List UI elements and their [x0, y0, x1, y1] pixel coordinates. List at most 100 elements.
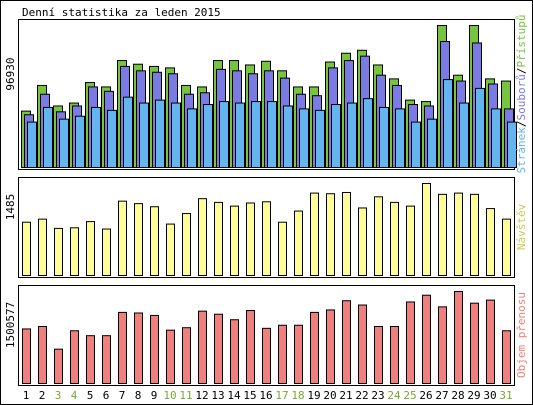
bar-str-nek-day-26	[427, 118, 437, 168]
bar-n-v-t-v-day-10	[166, 223, 175, 277]
bar-n-v-t-v-day-4	[70, 227, 79, 276]
x-tick-label: 18	[291, 389, 304, 402]
bar-n-v-t-v-day-26	[422, 183, 431, 276]
x-tick-label: 17	[275, 389, 288, 402]
legend-entry: Stránek	[515, 127, 528, 174]
x-tick-label: 1	[23, 389, 30, 402]
bar-n-v-t-v-day-12	[198, 198, 207, 276]
bar-n-v-t-v-day-13	[214, 201, 223, 277]
bar-objem-p-enosu-day-26	[422, 294, 431, 384]
bar-objem-p-enosu-day-28	[454, 291, 463, 384]
bar-objem-p-enosu-day-14	[230, 319, 239, 384]
bar-n-v-t-v-day-27	[438, 193, 447, 276]
bar-objem-p-enosu-day-31	[502, 330, 511, 385]
bar-str-nek-day-22	[363, 98, 373, 168]
x-tick-label: 5	[87, 389, 94, 402]
x-tick-label: 25	[403, 389, 416, 402]
legend-text: Návštěv	[515, 203, 528, 250]
bar-str-nek-day-12	[203, 104, 213, 168]
x-tick-label: 23	[371, 389, 384, 402]
bar-objem-p-enosu-day-6	[102, 335, 111, 385]
x-tick-label: 22	[355, 389, 368, 402]
bar-str-nek-day-11	[187, 108, 197, 168]
x-tick-label: 14	[227, 389, 241, 402]
x-tick-label: 29	[467, 389, 480, 402]
x-tick-label: 16	[259, 389, 272, 402]
bar-objem-p-enosu-day-17	[278, 324, 287, 384]
bar-objem-p-enosu-day-1	[22, 328, 31, 385]
bar-str-nek-day-23	[379, 106, 389, 168]
bar-str-nek-day-5	[91, 106, 101, 168]
bar-objem-p-enosu-day-12	[198, 310, 207, 385]
bar-objem-p-enosu-day-30	[486, 299, 495, 384]
legend-text: Objem přenosu	[515, 292, 528, 378]
x-tick-label: 24	[387, 389, 401, 402]
bar-objem-p-enosu-day-21	[342, 300, 351, 385]
bar-str-nek-day-19	[315, 109, 325, 168]
bar-n-v-t-v-day-29	[470, 193, 479, 276]
bar-str-nek-day-17	[283, 105, 293, 168]
y-max-label: 1485	[4, 194, 17, 221]
bar-objem-p-enosu-day-20	[326, 309, 335, 385]
bar-str-nek-day-31	[507, 121, 517, 168]
bar-n-v-t-v-day-18	[294, 210, 303, 277]
bar-str-nek-day-13	[219, 101, 229, 168]
bar-str-nek-day-6	[107, 109, 117, 168]
x-tick-label: 3	[55, 389, 62, 402]
bar-n-v-t-v-day-15	[246, 202, 255, 276]
bar-str-nek-day-8	[139, 102, 149, 168]
bar-n-v-t-v-day-21	[342, 191, 351, 277]
bar-objem-p-enosu-day-18	[294, 324, 303, 384]
bar-n-v-t-v-day-16	[262, 201, 271, 276]
legend-text: Stránek/Souborů/Přístupů	[515, 15, 528, 174]
bar-n-v-t-v-day-3	[54, 227, 63, 277]
x-tick-label: 30	[483, 389, 496, 402]
x-tick-label: 21	[339, 389, 352, 402]
legend-entry: Návštěv	[515, 203, 528, 250]
x-tick-label: 6	[103, 389, 110, 402]
bar-str-nek-day-25	[411, 121, 421, 168]
bar-n-v-t-v-day-11	[182, 213, 191, 276]
bar-n-v-t-v-day-22	[358, 207, 367, 276]
bar-objem-p-enosu-day-3	[54, 348, 63, 384]
bar-objem-p-enosu-day-8	[134, 312, 143, 384]
bar-objem-p-enosu-day-2	[38, 325, 47, 384]
bar-n-v-t-v-day-9	[150, 206, 159, 277]
bar-str-nek-day-20	[331, 104, 341, 168]
bar-str-nek-day-9	[155, 99, 165, 168]
bar-n-v-t-v-day-20	[326, 193, 335, 277]
bar-objem-p-enosu-day-4	[70, 330, 79, 385]
bar-objem-p-enosu-day-23	[374, 325, 383, 384]
bar-n-v-t-v-day-14	[230, 205, 239, 276]
bar-str-nek-day-7	[123, 96, 133, 168]
bar-n-v-t-v-day-2	[38, 218, 47, 276]
x-tick-label: 7	[119, 389, 126, 402]
bar-objem-p-enosu-day-10	[166, 329, 175, 385]
bar-objem-p-enosu-day-16	[262, 327, 271, 385]
x-tick-label: 4	[71, 389, 78, 402]
bar-n-v-t-v-day-28	[454, 192, 463, 276]
bar-str-nek-day-27	[443, 79, 453, 168]
bar-str-nek-day-3	[59, 118, 69, 168]
x-tick-label: 11	[179, 389, 192, 402]
bar-objem-p-enosu-day-19	[310, 311, 319, 384]
bar-objem-p-enosu-day-11	[182, 327, 191, 384]
bar-str-nek-day-24	[395, 108, 405, 168]
legend-entry: Souborů	[515, 74, 528, 120]
bar-objem-p-enosu-day-22	[358, 304, 367, 385]
x-tick-label: 15	[243, 389, 256, 402]
bar-n-v-t-v-day-5	[86, 221, 95, 277]
bar-str-nek-day-30	[491, 108, 501, 168]
x-tick-label: 20	[323, 389, 336, 402]
bar-n-v-t-v-day-1	[22, 221, 31, 276]
bar-n-v-t-v-day-25	[406, 205, 415, 276]
bar-n-v-t-v-day-19	[310, 192, 319, 276]
x-tick-label: 8	[135, 389, 142, 402]
bar-n-v-t-v-day-8	[134, 203, 143, 276]
bar-objem-p-enosu-day-29	[470, 302, 479, 385]
legend-entry: Objem přenosu	[515, 292, 528, 378]
bar-n-v-t-v-day-23	[374, 196, 383, 277]
bar-str-nek-day-29	[475, 87, 485, 168]
bar-objem-p-enosu-day-5	[86, 335, 95, 385]
